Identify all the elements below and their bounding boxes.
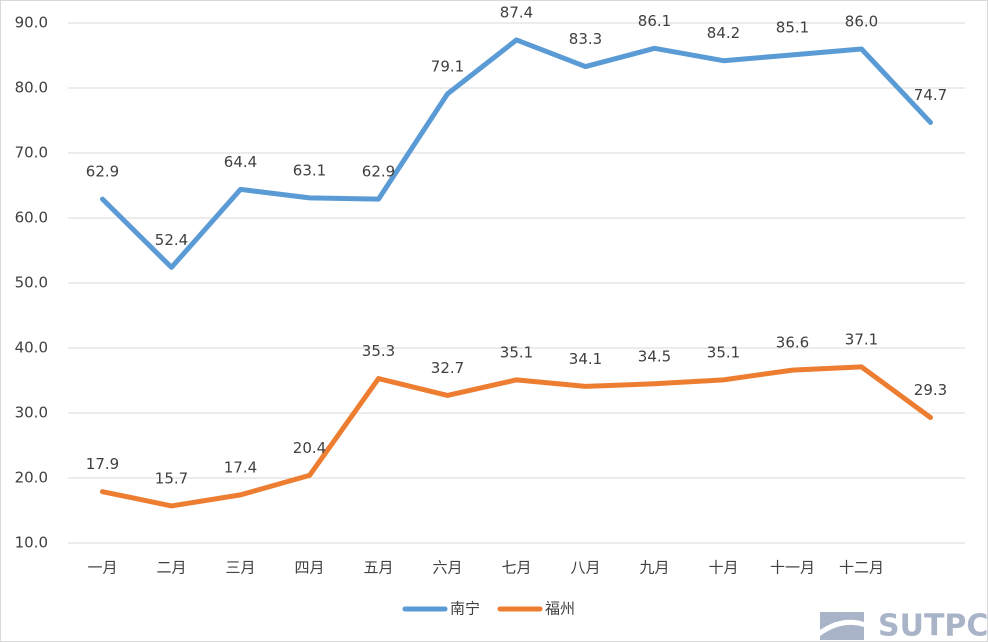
data-label: 20.4 (293, 439, 326, 457)
data-label: 63.1 (293, 161, 326, 179)
x-tick-label: 十一月 (770, 559, 815, 577)
data-label: 35.1 (707, 343, 740, 361)
series-line (100, 364, 933, 509)
y-tick-label: 60.0 (15, 209, 48, 227)
data-label: 29.3 (914, 381, 947, 399)
legend-label: 福州 (545, 600, 575, 618)
x-tick-label: 十二月 (839, 559, 884, 577)
data-label: 34.1 (569, 350, 602, 368)
data-label: 87.4 (500, 3, 533, 21)
x-tick-label: 八月 (570, 559, 600, 577)
y-tick-label: 10.0 (15, 534, 48, 552)
data-label: 36.6 (776, 334, 809, 352)
watermark-logo (820, 612, 864, 640)
data-label: 85.1 (776, 18, 809, 36)
x-tick-label: 五月 (363, 559, 393, 577)
data-label: 84.2 (707, 24, 740, 42)
data-label: 83.3 (569, 30, 602, 48)
x-tick-label: 二月 (156, 559, 186, 577)
x-tick-label: 十月 (708, 559, 738, 577)
data-label: 35.1 (500, 343, 533, 361)
x-tick-label: 六月 (432, 559, 462, 577)
data-label: 35.3 (362, 342, 395, 360)
data-label: 62.9 (362, 163, 395, 181)
x-tick-label: 七月 (501, 559, 531, 577)
data-label: 64.4 (224, 153, 257, 171)
x-tick-label: 一月 (87, 559, 117, 577)
y-tick-label: 40.0 (15, 339, 48, 357)
y-tick-label: 50.0 (15, 274, 48, 292)
y-tick-label: 90.0 (15, 14, 48, 32)
data-label: 74.7 (914, 86, 947, 104)
y-tick-label: 80.0 (15, 79, 48, 97)
data-label: 37.1 (845, 330, 878, 348)
y-tick-label: 20.0 (15, 469, 48, 487)
data-label: 62.9 (86, 163, 119, 181)
data-label: 79.1 (431, 57, 464, 75)
data-label: 17.4 (224, 458, 257, 476)
data-label: 34.5 (638, 347, 671, 365)
data-label: 17.9 (86, 455, 119, 473)
watermark: SUTPC (878, 609, 988, 642)
x-tick-label: 三月 (225, 559, 255, 577)
y-tick-label: 30.0 (15, 404, 48, 422)
series-line (100, 37, 933, 270)
x-tick-label: 九月 (639, 559, 669, 577)
legend-label: 南宁 (450, 600, 480, 618)
data-label: 86.0 (845, 13, 878, 31)
data-label: 52.4 (155, 231, 188, 249)
data-label: 86.1 (638, 12, 671, 30)
data-label: 32.7 (431, 359, 464, 377)
y-tick-label: 70.0 (15, 144, 48, 162)
data-label: 15.7 (155, 469, 188, 487)
x-tick-label: 四月 (294, 559, 324, 577)
